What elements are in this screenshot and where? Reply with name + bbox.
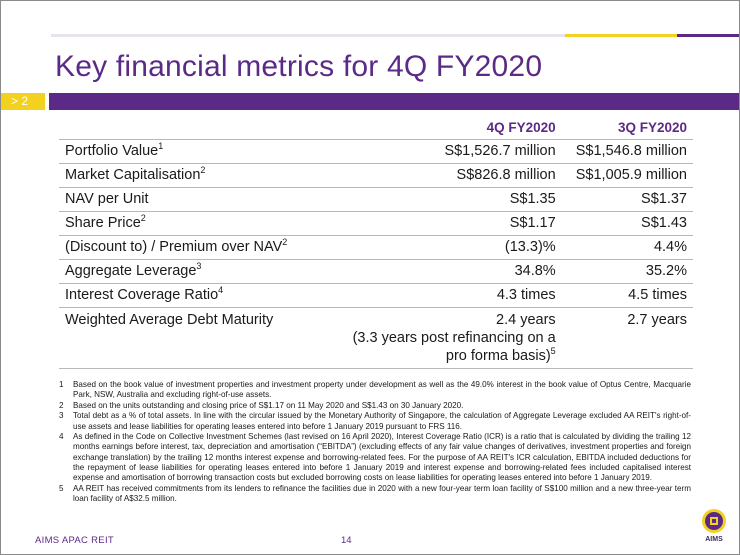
footnote-ref: 3: [196, 261, 202, 272]
header-blank: [59, 116, 347, 140]
table-row: Interest Coverage Ratio4 4.3 times 4.5 t…: [59, 283, 693, 308]
value-3q: 2.7 years: [561, 307, 693, 369]
value-4q: (13.3)%: [346, 235, 562, 260]
row-label: Weighted Average Debt Maturity: [59, 307, 347, 369]
row-label: Portfolio Value1: [59, 139, 347, 164]
footnote: 3 Total debt as a % of total assets. In …: [59, 411, 691, 431]
top-accent-purple: [677, 34, 739, 37]
footnote-text: AA REIT has received commitments from it…: [73, 483, 691, 503]
footnote-text: Total debt as a % of total assets. In li…: [73, 411, 691, 431]
row-label: Interest Coverage Ratio4: [59, 283, 347, 308]
footnote-ref: 4: [218, 285, 224, 296]
aims-logo-icon: [702, 509, 726, 533]
footnote: 1 Based on the book value of investment …: [59, 380, 691, 400]
value-3q: 4.5 times: [561, 283, 693, 308]
footnotes: 1 Based on the book value of investment …: [59, 380, 691, 504]
table-row: Weighted Average Debt Maturity 2.4 years…: [59, 307, 693, 369]
value-3q: 4.4%: [561, 235, 693, 260]
footnote-text: As defined in the Code on Collective Inv…: [73, 432, 691, 482]
footnote-text: Based on the book value of investment pr…: [73, 380, 691, 400]
row-label: Market Capitalisation2: [59, 163, 347, 188]
value-3q: S$1.43: [561, 211, 693, 236]
footnote-number: 4: [59, 432, 64, 442]
table-row: NAV per Unit S$1.35 S$1.37: [59, 187, 693, 212]
row-label: Share Price2: [59, 211, 347, 236]
footer-brand: AIMS APAC REIT: [35, 535, 114, 546]
value-3q: S$1.37: [561, 187, 693, 212]
page-title: Key financial metrics for 4Q FY2020: [55, 50, 543, 83]
value-4q: S$1.35: [346, 187, 562, 212]
top-rule: [51, 34, 565, 37]
top-accent-yellow: [565, 34, 677, 37]
row-label: (Discount to) / Premium over NAV2: [59, 235, 347, 260]
value-3q: S$1,546.8 million: [561, 139, 693, 164]
section-marker: > 2: [1, 93, 45, 110]
value-4q: S$1,526.7 million: [346, 139, 562, 164]
table-row: Portfolio Value1 S$1,526.7 million S$1,5…: [59, 139, 693, 164]
value-4q: S$1.17: [346, 211, 562, 236]
metrics-table: 4Q FY2020 3Q FY2020 Portfolio Value1 S$1…: [59, 116, 693, 369]
value-4q-line2: (3.3 years post refinancing on a: [352, 330, 556, 346]
table-header-row: 4Q FY2020 3Q FY2020: [59, 116, 693, 140]
footnote: 2 Based on the units outstanding and clo…: [59, 401, 691, 411]
footnote: 4 As defined in the Code on Collective I…: [59, 432, 691, 483]
value-4q: S$826.8 million: [346, 163, 562, 188]
value-3q: 35.2%: [561, 259, 693, 284]
table-row: Share Price2 S$1.17 S$1.43: [59, 211, 693, 236]
column-header-4q: 4Q FY2020: [346, 116, 562, 140]
table-row: Market Capitalisation2 S$826.8 million S…: [59, 163, 693, 188]
value-4q: 4.3 times: [346, 283, 562, 308]
footnote-text: Based on the units outstanding and closi…: [73, 400, 464, 410]
page-number: 14: [341, 535, 352, 546]
table-row: Aggregate Leverage3 34.8% 35.2%: [59, 259, 693, 284]
row-label: NAV per Unit: [59, 187, 347, 212]
table-row: (Discount to) / Premium over NAV2 (13.3)…: [59, 235, 693, 260]
footnote-ref: 1: [158, 141, 164, 152]
value-4q: 34.8%: [346, 259, 562, 284]
value-4q-line3: pro forma basis)5: [445, 346, 556, 364]
section-bar: [49, 93, 739, 110]
footnote-number: 5: [59, 483, 64, 493]
value-4q-line1: 2.4 years: [496, 312, 556, 328]
value-3q: S$1,005.9 million: [561, 163, 693, 188]
footnote-ref: 5: [550, 346, 556, 357]
footnote-number: 2: [59, 400, 64, 410]
row-label: Aggregate Leverage3: [59, 259, 347, 284]
footnote-ref: 2: [140, 213, 146, 224]
footnote-number: 1: [59, 380, 64, 389]
footnote: 5 AA REIT has received commitments from …: [59, 484, 691, 504]
footnote-ref: 2: [200, 165, 206, 176]
footnote-number: 3: [59, 411, 64, 421]
value-4q: 2.4 years (3.3 years post refinancing on…: [346, 307, 562, 369]
aims-logo: AIMS: [696, 507, 732, 551]
logo-text: AIMS: [705, 536, 723, 543]
footnote-ref: 2: [282, 237, 288, 248]
column-header-3q: 3Q FY2020: [561, 116, 693, 140]
